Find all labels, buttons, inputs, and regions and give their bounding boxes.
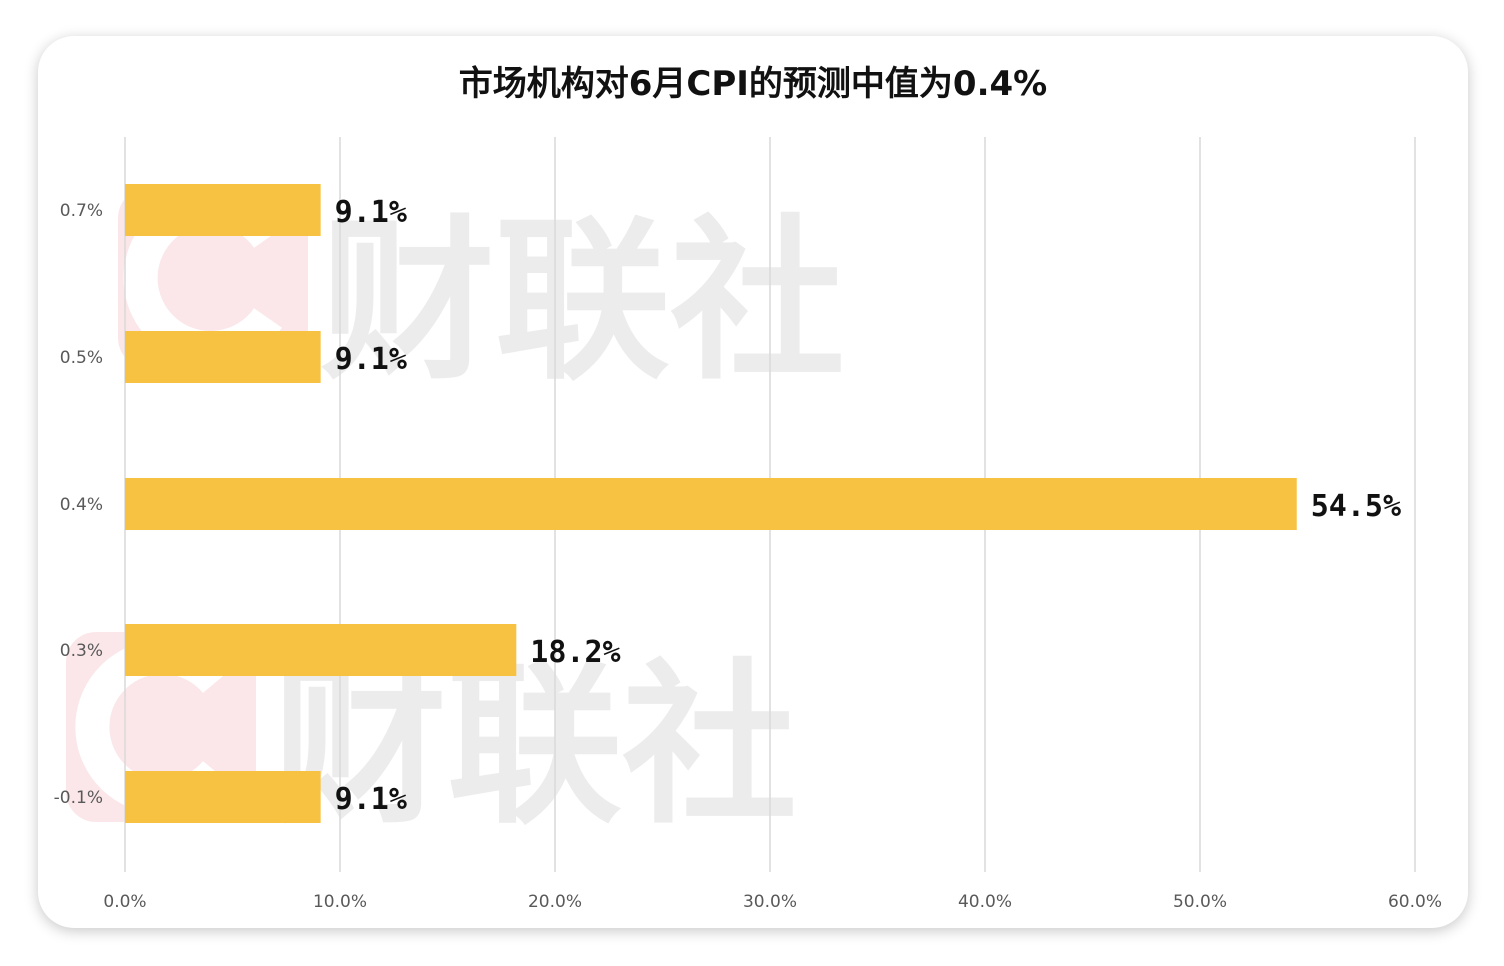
bar: [125, 478, 1297, 530]
y-category-label: 0.7%: [60, 201, 103, 221]
x-tick-label: 10.0%: [313, 892, 367, 912]
bar: [125, 184, 321, 236]
x-tick-label: 50.0%: [1173, 892, 1227, 912]
y-category-label: -0.1%: [54, 788, 103, 808]
data-label: 9.1%: [335, 782, 407, 817]
chart-title: 市场机构对6月CPI的预测中值为0.4%: [458, 64, 1048, 104]
x-tick-label: 60.0%: [1388, 892, 1442, 912]
bar: [125, 624, 517, 676]
data-label: 9.1%: [335, 195, 407, 230]
x-tick-label: 0.0%: [103, 892, 146, 912]
x-tick-label: 20.0%: [528, 892, 582, 912]
data-label: 54.5%: [1311, 489, 1401, 524]
bar: [125, 771, 321, 823]
y-category-label: 0.5%: [60, 348, 103, 368]
y-category-label: 0.4%: [60, 495, 103, 515]
bar: [125, 331, 321, 383]
data-label: 9.1%: [335, 342, 407, 377]
data-label: 18.2%: [530, 635, 620, 670]
x-tick-label: 40.0%: [958, 892, 1012, 912]
y-category-label: 0.3%: [60, 641, 103, 661]
x-tick-label: 30.0%: [743, 892, 797, 912]
